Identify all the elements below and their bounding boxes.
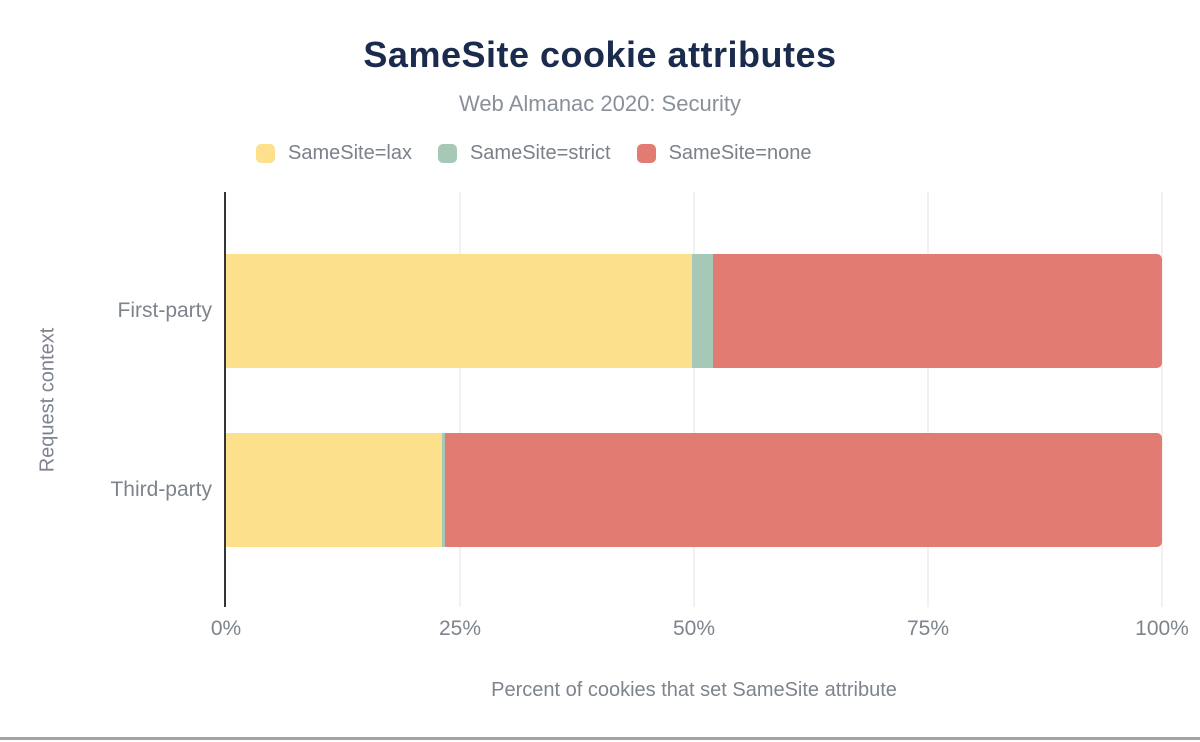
- x-tick-label-75%: 75%: [906, 617, 950, 640]
- x-tick-label-25%: 25%: [438, 617, 482, 640]
- chart-title: SameSite cookie attributes: [363, 34, 837, 75]
- chart-legend: SameSite=lax SameSite=strict SameSite=none: [256, 142, 811, 165]
- x-tick-label-0%: 0%: [210, 617, 242, 640]
- gridline-50%: [693, 192, 695, 607]
- bar-segment-samesite=none: [712, 254, 1162, 368]
- legend-label: SameSite=strict: [469, 142, 611, 164]
- bar-row-third-party: [226, 433, 1162, 547]
- gridline-25%: [459, 192, 461, 607]
- y-axis-title: Request context: [36, 327, 59, 473]
- legend-item-2: SameSite=strict: [437, 142, 611, 165]
- x-axis-title: Percent of cookies that set SameSite att…: [491, 679, 897, 701]
- bar-segment-samesite=none: [445, 433, 1162, 547]
- gridline-75%: [927, 192, 929, 607]
- category-label-third-party: Third-party: [110, 478, 212, 501]
- chart-subtitle: Web Almanac 2020: Security: [458, 91, 742, 116]
- gridline-100%: [1161, 192, 1163, 607]
- y-axis-line: [224, 192, 226, 607]
- legend-swatch-icon: [437, 144, 457, 163]
- legend-item-1: SameSite=lax: [256, 142, 412, 165]
- bar-row-first-party: [226, 254, 1162, 368]
- legend-swatch-icon: [636, 144, 656, 163]
- bar-segment-samesite=lax: [226, 254, 693, 368]
- bar-segment-samesite=lax: [226, 433, 443, 547]
- plot-area: [224, 192, 1163, 607]
- legend-item-3: SameSite=none: [636, 142, 812, 165]
- x-tick-label-50%: 50%: [672, 617, 716, 640]
- bar-segment-samesite=strict: [692, 254, 713, 368]
- bottom-divider: [0, 737, 1200, 740]
- legend-swatch-icon: [256, 144, 275, 163]
- category-label-first-party: First-party: [117, 299, 213, 322]
- legend-label: SameSite=lax: [288, 142, 412, 164]
- bar-segment-samesite=strict: [442, 433, 445, 547]
- legend-label: SameSite=none: [668, 142, 812, 164]
- x-tick-label-100%: 100%: [1135, 617, 1189, 640]
